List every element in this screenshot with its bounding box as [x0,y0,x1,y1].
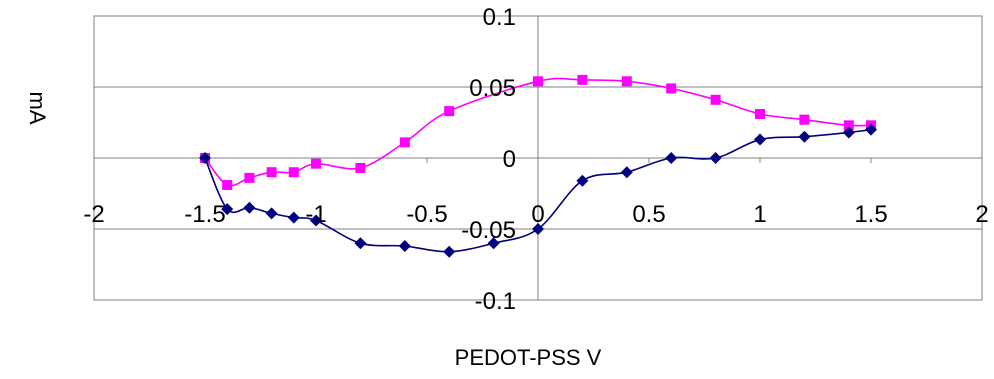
series-0-point-8 [444,106,455,117]
series-0-point-4 [288,167,299,178]
series-0-point-6 [355,162,366,173]
series-0-point-5 [311,158,321,169]
series-0-point-10 [577,74,588,85]
series-1-point-6 [354,237,367,250]
x-tick-label-8: 2 [975,201,988,228]
x-tick-labels: -2 -1.5 -1 -0.5 0 0.5 1 1.5 2 [83,201,988,228]
series-0-point-14 [755,108,765,119]
x-tick-label-3: -0.5 [406,201,447,228]
x-tick-label-1: -1.5 [184,201,225,228]
series-1-point-7 [398,240,411,253]
series-1-point-4 [287,211,300,224]
series-1-point-8 [443,245,456,258]
series-1-point-9 [487,237,500,250]
series-0-point-1 [222,179,233,190]
series-0-point-13 [710,94,721,105]
series-0-point-11 [621,76,632,87]
y-tick-label-0: -0.1 [475,288,516,315]
x-tick-label-0: -2 [83,201,104,228]
series-1-point-18 [865,123,877,136]
series-0-point-12 [666,83,677,94]
series-1-point-5 [310,214,322,227]
series-1-point-2 [243,201,256,214]
series-0-point-16 [843,120,854,131]
series-0-point-3 [266,167,277,178]
x-tick-label-4: 0 [531,201,544,228]
series-1-point-14 [709,152,722,164]
y-tick-label-3: 0.05 [469,75,516,102]
x-tick-label-6: 1 [753,201,766,228]
y-tick-label-1: -0.05 [461,217,516,244]
y-tick-label-2: 0 [503,146,516,173]
y-tick-labels: -0.1 -0.05 0 0.05 0.1 [461,4,516,315]
series-0-point-7 [399,137,410,148]
series-1-point-16 [798,130,811,143]
series-1-point-0 [199,152,211,164]
y-axis-title: mA [25,92,50,125]
series-1-point-3 [265,207,278,220]
series-0-point-2 [244,172,255,183]
series-0-point-15 [799,114,810,125]
series-1-point-13 [665,152,678,164]
series-layer [199,74,877,258]
x-tick-label-5: 0.5 [632,201,665,228]
series-1-point-11 [576,174,589,187]
y-tick-label-4: 0.1 [483,4,516,31]
series-1-point-10 [532,223,544,235]
series-1-point-17 [842,126,855,139]
series-1-point-15 [754,133,766,146]
series-1-point-1 [221,203,234,216]
x-tick-label-7: 1.5 [854,201,887,228]
series-1-point-12 [620,166,633,179]
x-tick-label-2: -1 [305,201,326,228]
series-0-point-9 [533,76,543,87]
x-axis-title: PEDOT-PSS V [455,345,602,370]
